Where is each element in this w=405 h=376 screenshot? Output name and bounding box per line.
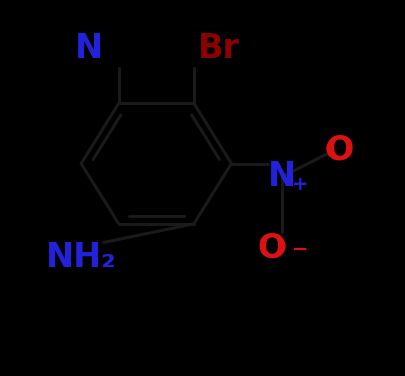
Text: O: O (256, 232, 285, 265)
Text: O: O (324, 134, 352, 167)
Text: Br: Br (198, 32, 240, 65)
Text: N: N (75, 32, 103, 65)
Text: NH₂: NH₂ (46, 241, 116, 274)
Text: +: + (291, 175, 307, 194)
Text: −: − (292, 240, 308, 258)
Text: N: N (267, 160, 295, 193)
